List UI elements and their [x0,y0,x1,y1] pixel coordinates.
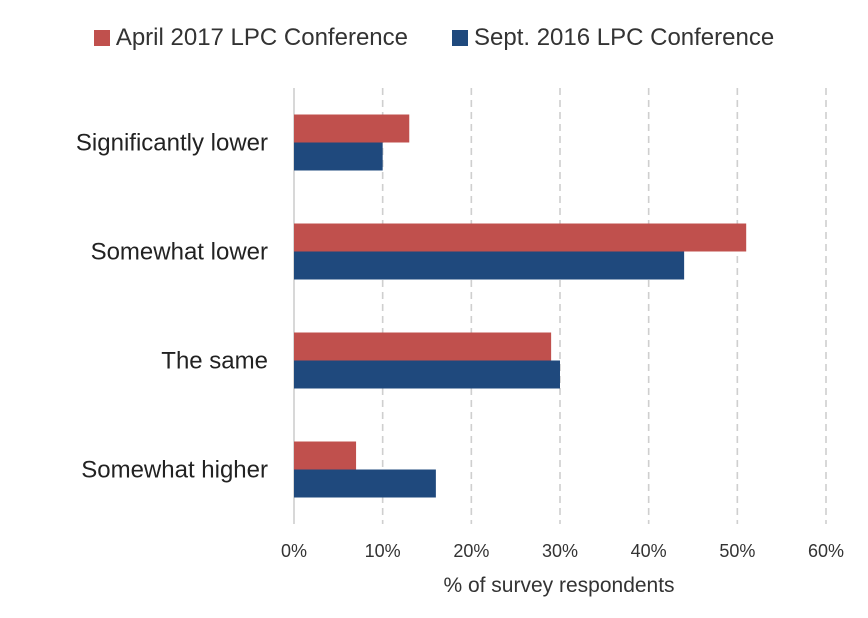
category-label: Significantly lower [76,130,268,157]
bars [294,114,747,498]
bar-sept-2016 [294,142,383,171]
legend-swatch-sept-2016 [451,30,468,46]
x-axis-title: % of survey respondents [443,574,674,597]
category-label: Somewhat higher [81,457,268,484]
bar-april-2017 [294,332,552,361]
category-label: Somewhat lower [91,239,268,266]
bar-sept-2016 [294,469,436,498]
legend-item-sept-2016: Sept. 2016 LPC Conference [451,24,775,52]
legend-swatch-april-2017 [93,30,110,46]
bar-sept-2016 [294,360,560,389]
x-tick-label: 50% [719,541,755,561]
x-tick-label: 30% [542,541,578,561]
bar-april-2017 [294,114,410,143]
x-tick-label: 40% [631,541,667,561]
x-tick-label: 0% [281,541,307,561]
bar-april-2017 [294,223,747,252]
legend: April 2017 LPC Conference Sept. 2016 LPC… [0,24,868,52]
legend-item-april-2017: April 2017 LPC Conference [93,24,408,52]
bar-sept-2016 [294,251,685,280]
x-tick-label: 60% [808,541,844,561]
bar-april-2017 [294,441,357,470]
category-labels: Significantly lower Somewhat lower The sam… [76,130,268,484]
x-tick-label: 10% [365,541,401,561]
legend-label-sept-2016: Sept. 2016 LPC Conference [473,24,775,51]
category-label: The same [161,348,268,375]
x-tick-label: 20% [453,541,489,561]
x-tick-labels: 0% 10% 20% 30% 40% 50% 60% [281,541,844,561]
legend-label-april-2017: April 2017 LPC Conference [115,24,408,51]
